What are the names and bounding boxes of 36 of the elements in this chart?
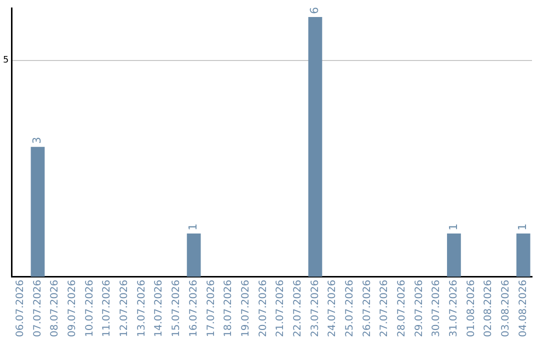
data-label: 1 bbox=[446, 223, 460, 230]
x-tick-label: 28.07.2026 bbox=[396, 280, 408, 338]
x-tick-label: 23.07.2026 bbox=[310, 280, 321, 338]
x-tick-label: 10.07.2026 bbox=[84, 280, 96, 338]
x-tick-label: 22.07.2026 bbox=[292, 280, 304, 338]
x-tick-label: 18.07.2026 bbox=[223, 280, 234, 338]
x-tick-label: 15.07.2026 bbox=[171, 280, 182, 338]
x-tick-label: 02.08.2026 bbox=[483, 280, 494, 338]
x-tick-label: 16.07.2026 bbox=[188, 280, 200, 338]
x-tick-label: 21.07.2026 bbox=[275, 280, 286, 338]
x-tick-label: 01.08.2026 bbox=[466, 280, 477, 338]
x-tick-label: 31.07.2026 bbox=[448, 280, 460, 338]
x-tick-label: 12.07.2026 bbox=[119, 280, 130, 338]
x-tick-label: 08.07.2026 bbox=[50, 280, 61, 338]
x-tick-label: 19.07.2026 bbox=[240, 280, 252, 338]
x-tick-label: 06.07.2026 bbox=[14, 280, 26, 338]
x-tick-label: 07.07.2026 bbox=[32, 280, 44, 338]
data-label: 3 bbox=[30, 136, 44, 144]
y-tick-label: 5 bbox=[2, 56, 9, 66]
x-tick-label: 11.07.2026 bbox=[102, 280, 113, 338]
x-tick-label: 25.07.2026 bbox=[344, 280, 356, 338]
data-label: 6 bbox=[308, 7, 322, 14]
x-tick-label: 09.07.2026 bbox=[67, 280, 78, 338]
x-tick-label: 17.07.2026 bbox=[206, 280, 217, 338]
x-tick-label: 03.08.2026 bbox=[500, 280, 512, 338]
x-tick-label: 29.07.2026 bbox=[414, 280, 425, 338]
x-tick-label: 20.07.2026 bbox=[258, 280, 269, 338]
x-tick-label: 27.07.2026 bbox=[379, 280, 390, 338]
data-label: 1 bbox=[186, 223, 200, 230]
data-label: 1 bbox=[516, 223, 530, 230]
x-tick-label: 14.07.2026 bbox=[154, 280, 165, 338]
x-tick-label: 04.08.2026 bbox=[518, 280, 529, 338]
x-tick-label: 24.07.2026 bbox=[327, 280, 338, 338]
x-tick-label: 13.07.2026 bbox=[136, 280, 148, 338]
x-tick-label: 26.07.2026 bbox=[362, 280, 373, 338]
x-tick-label: 30.07.2026 bbox=[431, 280, 442, 338]
